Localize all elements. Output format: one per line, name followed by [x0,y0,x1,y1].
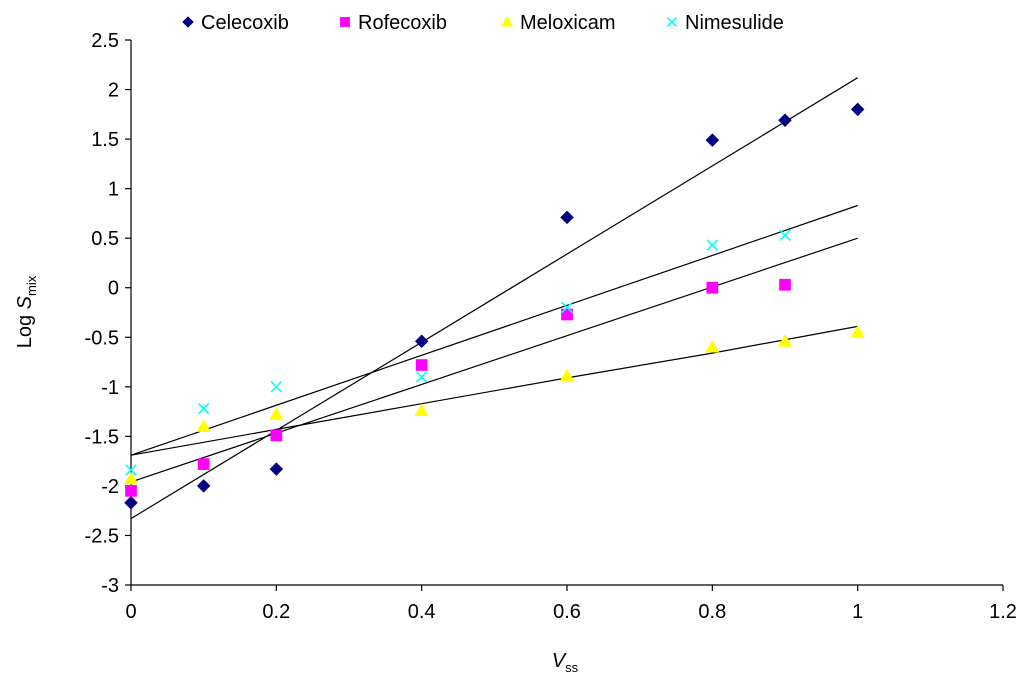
point-celecoxib [850,102,865,117]
point-celecoxib [414,334,429,349]
point-nimesulide [561,301,573,314]
point-rofecoxib [779,278,791,291]
x-tick-label: 1.2 [989,601,1017,623]
trendline-meloxicam [130,325,858,456]
data-points [123,102,865,510]
y-tick-label: -3 [101,575,119,597]
legend-marker-meloxicam [500,15,514,27]
y-tick-label: -2 [101,476,119,498]
point-meloxicam [269,407,284,420]
legend-label-meloxicam: Meloxicam [520,12,616,34]
y-tick-label: 2 [108,80,119,102]
point-rofecoxib [270,429,283,442]
point-celecoxib [778,113,792,128]
y-tick-label: -0.5 [85,327,119,349]
point-meloxicam [559,368,575,382]
y-tick-label: -2.5 [85,525,119,547]
legend: Celecoxib Rofecoxib Meloxicam Nimesulide [182,12,784,34]
point-rofecoxib [415,359,428,371]
legend-label-rofecoxib: Rofecoxib [358,12,447,34]
y-tick-label: 1.5 [91,129,119,151]
point-nimesulide [125,464,137,476]
y-tick-label: 1 [108,179,119,201]
legend-label-nimesulide: Nimesulide [685,12,784,34]
x-tick-label: 0.4 [408,601,436,623]
legend-label-celecoxib: Celecoxib [201,12,289,34]
point-meloxicam [196,419,211,432]
y-tick-label: 2.5 [91,30,119,52]
legend-marker-nimesulide [667,17,677,27]
y-axis-title: Log Smix [14,275,39,348]
point-nimesulide [779,229,791,241]
point-rofecoxib [197,458,210,470]
point-celecoxib [560,210,574,225]
trendline-rofecoxib [130,237,858,483]
trendline-nimesulide [130,204,858,456]
x-axis-title: Vss [552,650,579,675]
axes: -3 -2.5 -2 -1.5 -1 -0.5 0 0.5 1 1.5 2 2.5 0 0.2 0.4 0.6… [85,30,1017,623]
point-meloxicam [414,403,429,416]
x-tick-label: 0 [125,601,136,623]
y-tick-label: 0 [108,278,119,300]
point-celecoxib [196,479,211,493]
point-meloxicam [777,334,793,347]
point-meloxicam [850,325,865,338]
y-tick-label: -1.5 [85,426,119,448]
point-rofecoxib [706,281,719,294]
point-nimesulide [415,371,428,383]
point-nimesulide [706,239,719,251]
point-rofecoxib [561,308,573,321]
x-tick-label: 1 [852,601,863,623]
x-tick-label: 0.2 [262,601,290,623]
point-celecoxib [705,133,720,147]
x-tick-label: 0.8 [698,601,726,623]
y-tick-label: 0.5 [91,228,119,250]
point-meloxicam [705,340,720,353]
trendline-celecoxib [130,77,859,520]
point-nimesulide [270,381,283,393]
legend-marker-celecoxib [182,16,194,28]
point-celecoxib [124,495,138,510]
point-celecoxib [269,462,284,476]
trendlines [130,77,859,520]
point-rofecoxib [125,485,137,497]
axis-titles: Vss Log Smix [14,275,579,675]
point-nimesulide [197,402,210,415]
y-tick-label: -1 [101,377,119,399]
x-tick-label: 0.6 [553,601,581,623]
point-meloxicam [123,471,139,485]
legend-marker-rofecoxib [340,17,350,27]
